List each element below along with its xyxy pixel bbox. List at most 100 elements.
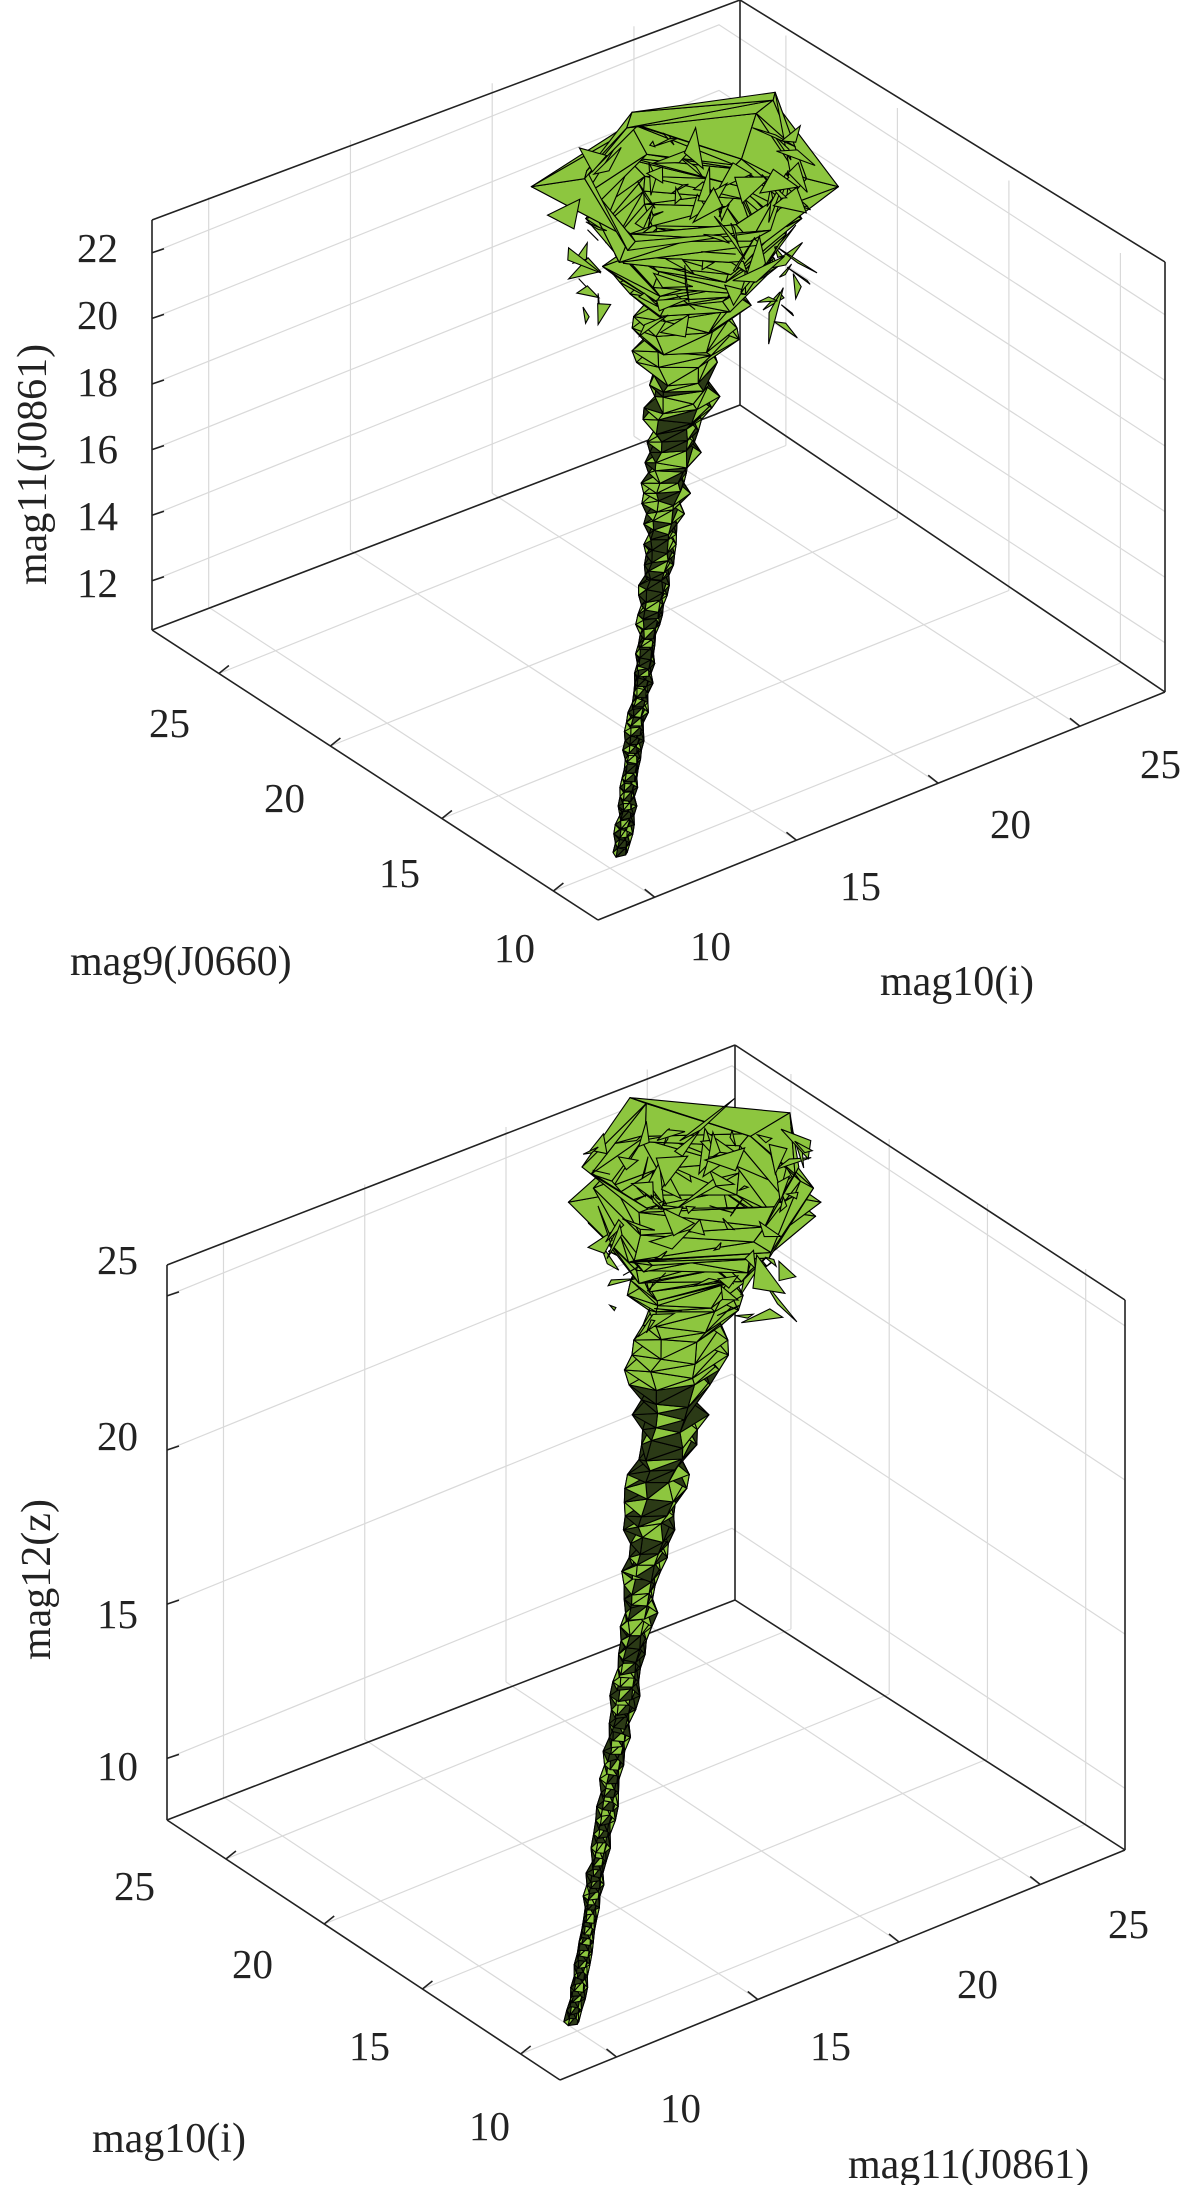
mesh-face xyxy=(716,1304,740,1317)
mesh-face xyxy=(732,236,756,273)
mesh-face xyxy=(741,1308,785,1324)
mesh-face xyxy=(778,1195,788,1214)
bottom-y-tick-label: 15 xyxy=(810,2023,851,2069)
x-tick xyxy=(421,1980,433,1990)
mesh-face xyxy=(717,162,753,191)
mesh-face xyxy=(728,260,748,274)
mesh-face xyxy=(645,166,664,184)
mesh-face xyxy=(776,1174,791,1202)
mesh-face xyxy=(734,176,772,205)
mesh-face xyxy=(703,1147,746,1172)
mesh-face xyxy=(546,198,581,230)
bottom-y-tick-label: 20 xyxy=(957,1961,998,2007)
mesh-face xyxy=(606,1222,623,1259)
z-tick xyxy=(166,1445,180,1451)
mesh-face xyxy=(582,1146,599,1155)
grid-line xyxy=(218,444,787,675)
grid-line xyxy=(330,517,898,747)
grid-line xyxy=(505,1681,900,1943)
mesh-face xyxy=(585,221,608,232)
mesh-face xyxy=(656,1129,686,1142)
mesh-face xyxy=(716,1275,740,1289)
grid-line xyxy=(520,1823,1086,2055)
mesh-face xyxy=(647,1228,693,1250)
y-tick xyxy=(644,888,656,898)
plot-bottom-ticks xyxy=(166,1291,1041,2058)
mesh-face xyxy=(757,296,778,303)
mesh-face xyxy=(652,147,693,164)
grid-line xyxy=(223,1796,617,2058)
mesh-face xyxy=(780,124,802,143)
top-z-tick-label: 14 xyxy=(77,493,118,539)
grid-line xyxy=(151,24,1166,316)
mesh-face xyxy=(722,1217,736,1231)
mesh-face xyxy=(752,1253,787,1295)
mesh-face xyxy=(567,256,602,280)
z-tick xyxy=(166,1599,180,1605)
top-z-tick-label: 22 xyxy=(77,225,118,271)
mesh-face xyxy=(655,297,690,312)
grid-line xyxy=(422,1758,988,1990)
plot-bottom-shape xyxy=(563,1097,822,2027)
mesh-face xyxy=(592,147,622,176)
x-tick xyxy=(520,2045,532,2055)
mesh-face xyxy=(622,1218,656,1231)
mesh-face xyxy=(637,292,660,308)
mesh-face xyxy=(567,246,602,274)
mesh-face xyxy=(676,154,704,178)
mesh-face xyxy=(780,304,795,317)
mesh-face xyxy=(763,1281,798,1323)
bottom-x-tick-label: 25 xyxy=(114,1863,155,1909)
mesh-face xyxy=(597,303,612,327)
z-tick xyxy=(151,379,165,385)
mesh-face xyxy=(786,266,811,285)
plot-top-ticks xyxy=(151,248,1081,898)
mesh-face xyxy=(636,180,656,209)
y-tick xyxy=(1069,717,1081,727)
top-y-tick-label: 25 xyxy=(1140,741,1181,787)
bottom-x-tick-label: 10 xyxy=(469,2103,510,2149)
mesh-face xyxy=(618,1230,637,1254)
mesh-face xyxy=(637,1121,650,1148)
bottom-z-tick-label: 25 xyxy=(97,1237,138,1283)
mesh-face xyxy=(709,1205,734,1214)
mesh-face xyxy=(608,1304,617,1312)
grid-line xyxy=(364,1738,759,2001)
bottom-z-axis-label: mag12(z) xyxy=(14,1499,60,1660)
top-x-tick-label: 15 xyxy=(379,850,420,896)
mesh-face xyxy=(673,1130,700,1157)
y-tick xyxy=(785,831,797,841)
plot-bottom: 10 15 20 25 10 15 20 25 10 15 20 25 mag1… xyxy=(14,1044,1149,2185)
mesh-face xyxy=(763,242,803,270)
grid-line xyxy=(225,1628,792,1860)
top-y-tick-label: 10 xyxy=(690,923,731,969)
plot-bottom-box xyxy=(166,1044,1126,2081)
mesh-face xyxy=(794,1140,814,1154)
mesh-face xyxy=(647,1160,665,1207)
mesh-face xyxy=(784,1191,799,1200)
x-tick xyxy=(218,664,230,675)
mesh-face xyxy=(768,224,797,262)
grid-line xyxy=(151,89,1166,381)
top-x-tick-label: 25 xyxy=(149,700,190,746)
mesh-face xyxy=(730,222,741,253)
grid-line xyxy=(553,662,1121,892)
mesh-face xyxy=(701,260,716,271)
mesh-face xyxy=(648,162,657,196)
z-tick xyxy=(151,510,165,516)
mesh-face xyxy=(622,1265,640,1276)
mesh-face xyxy=(732,255,785,283)
mesh-face xyxy=(766,187,774,207)
mesh-face xyxy=(659,313,690,338)
mesh-face xyxy=(652,272,694,289)
mesh-face xyxy=(768,1143,788,1176)
mesh-face xyxy=(617,1156,640,1171)
x-tick xyxy=(323,1915,335,1925)
mesh-face xyxy=(703,233,730,244)
mesh-face xyxy=(778,263,793,278)
x-tick xyxy=(225,1850,237,1860)
top-z-tick-label: 16 xyxy=(77,426,118,472)
top-y-tick-label: 20 xyxy=(990,801,1031,847)
bottom-z-tick-label: 10 xyxy=(97,1743,138,1789)
x-tick xyxy=(441,809,453,820)
